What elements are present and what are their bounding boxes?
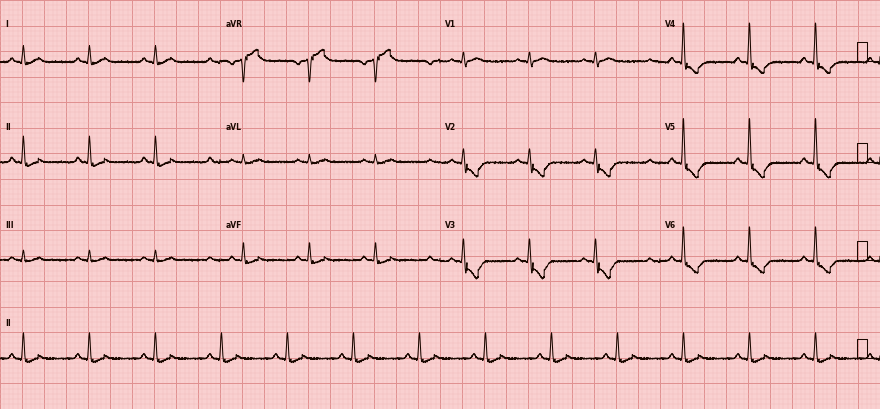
Text: aVL: aVL bbox=[225, 123, 241, 132]
Text: V4: V4 bbox=[665, 20, 677, 29]
Text: V5: V5 bbox=[665, 123, 677, 132]
Text: III: III bbox=[5, 221, 14, 230]
Text: V6: V6 bbox=[665, 221, 677, 230]
Text: II: II bbox=[5, 123, 11, 132]
Text: I: I bbox=[5, 20, 8, 29]
Text: aVR: aVR bbox=[225, 20, 242, 29]
Text: V2: V2 bbox=[445, 123, 457, 132]
Text: V3: V3 bbox=[445, 221, 457, 230]
Text: II: II bbox=[5, 319, 11, 328]
Text: V1: V1 bbox=[445, 20, 457, 29]
Text: aVF: aVF bbox=[225, 221, 242, 230]
